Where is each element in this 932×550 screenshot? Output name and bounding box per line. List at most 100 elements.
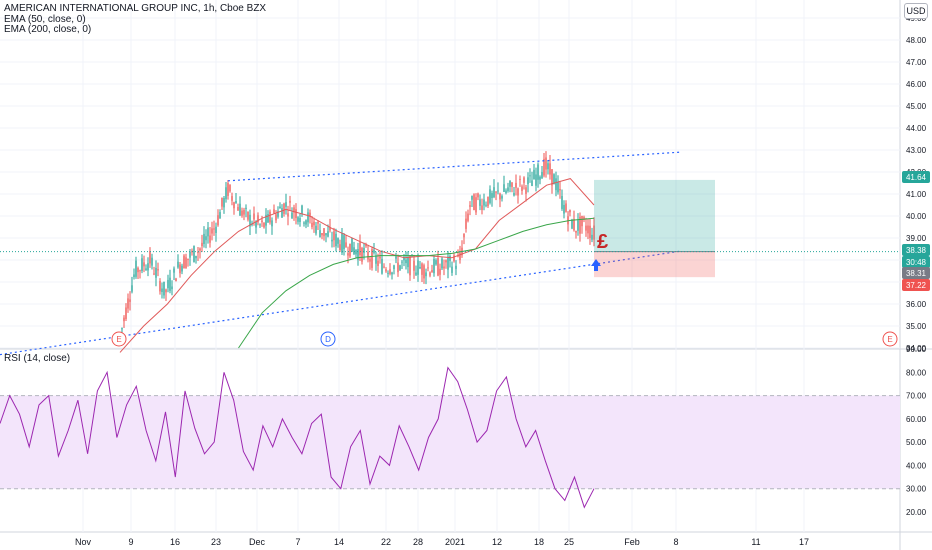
candle-body — [577, 220, 579, 231]
candle-body — [505, 190, 507, 194]
candle-body — [553, 174, 555, 185]
candle-body — [557, 181, 559, 193]
x-tick-label: Nov — [75, 537, 92, 547]
price-badge — [902, 279, 930, 291]
x-tick-label: 22 — [381, 537, 391, 547]
candle-body — [555, 178, 557, 191]
candle-body — [485, 204, 487, 206]
ema50-line — [119, 178, 595, 353]
price-badge — [902, 171, 930, 183]
candle-body — [215, 226, 217, 233]
price-axis: 34.0035.0036.0037.0038.0039.0040.0041.00… — [902, 14, 930, 353]
rsi-tick-label: 80.00 — [906, 368, 927, 377]
candle-body — [491, 193, 493, 199]
candle-body — [145, 268, 147, 271]
candle-body — [201, 242, 203, 247]
candle-body — [415, 272, 417, 275]
currency-badge[interactable]: USD — [904, 3, 928, 19]
candle-body — [407, 257, 409, 268]
candle-body — [177, 261, 179, 268]
symbol-title[interactable]: AMERICAN INTERNATIONAL GROUP INC, 1h, Cb… — [4, 3, 267, 14]
candle-body — [501, 196, 503, 199]
candle-body — [135, 260, 137, 277]
candle-body — [295, 209, 297, 219]
candle-body — [477, 193, 479, 198]
candle-body — [361, 248, 363, 262]
candle-body — [169, 277, 171, 291]
candle-body — [309, 212, 311, 217]
candle-body — [337, 238, 339, 244]
candle-body — [391, 272, 393, 275]
ema50-label[interactable]: EMA (50, close, 0) — [4, 13, 86, 25]
candle-body — [165, 289, 167, 293]
candle-body — [583, 216, 585, 221]
candle-body — [471, 195, 473, 200]
candle-body — [353, 247, 355, 254]
candle-body — [405, 259, 407, 264]
overlays: £ E D E — [0, 151, 900, 356]
ema200-line — [238, 217, 595, 349]
candle-body — [317, 221, 319, 224]
candle-body — [443, 266, 445, 269]
price-series — [119, 151, 595, 353]
candle-body — [367, 251, 369, 260]
price-tick-label: 36.00 — [906, 300, 927, 309]
candle-body — [325, 233, 327, 236]
candle-body — [139, 270, 141, 272]
candle-body — [351, 237, 353, 252]
candle-body — [529, 175, 531, 177]
candle-body — [121, 328, 123, 330]
candle-body — [389, 269, 391, 274]
price-tick-label: 39.00 — [906, 234, 927, 243]
price-badge — [902, 244, 930, 256]
candle-body — [425, 272, 427, 277]
candle-body — [371, 249, 373, 268]
candle-body — [345, 242, 347, 248]
rsi-series — [0, 366, 595, 509]
rsi-tick-label: 30.00 — [906, 485, 927, 494]
event-marker-circle — [882, 331, 898, 347]
rsi-tick-label: 40.00 — [906, 461, 927, 470]
candle-body — [305, 220, 307, 225]
candle-body — [437, 258, 439, 276]
candle-body — [453, 255, 455, 262]
price-badge-label: 37.22 — [906, 281, 927, 290]
candle-body — [539, 176, 541, 180]
rsi-tick-label: 70.00 — [906, 392, 927, 401]
candle-body — [225, 187, 227, 200]
candle-body — [531, 180, 533, 186]
rsi-tick-label: 20.00 — [906, 508, 927, 517]
candle-body — [179, 264, 181, 274]
candle-body — [385, 269, 387, 272]
candle-body — [231, 196, 233, 201]
candle-body — [573, 218, 575, 231]
candle-body — [575, 230, 577, 233]
candle-body — [303, 222, 305, 224]
candle-body — [259, 224, 261, 226]
candle-body — [499, 193, 501, 200]
candle-body — [333, 231, 335, 241]
x-tick-label: 7 — [295, 537, 300, 547]
candle-body — [375, 256, 377, 264]
candle-body — [569, 210, 571, 213]
candle-body — [495, 191, 497, 193]
candle-body — [141, 258, 143, 272]
candle-body — [181, 265, 183, 272]
candle-body — [483, 199, 485, 206]
price-badge — [902, 267, 930, 279]
ema200-label[interactable]: EMA (200, close, 0) — [4, 24, 92, 35]
candle-body — [129, 299, 131, 302]
price-badge — [902, 256, 930, 268]
rsi-title[interactable]: RSI (14, close) — [4, 353, 71, 364]
candle-body — [387, 272, 389, 274]
event-marker-circle — [320, 331, 336, 347]
x-tick-label: 11 — [751, 537, 760, 547]
candle-body — [537, 164, 539, 180]
candle-body — [383, 266, 385, 268]
candle-body — [587, 225, 589, 234]
candle-body — [167, 279, 169, 289]
candle-body — [223, 197, 225, 208]
x-tick-label: 28 — [413, 537, 423, 547]
candle-body — [469, 205, 471, 207]
candle-body — [445, 260, 447, 263]
